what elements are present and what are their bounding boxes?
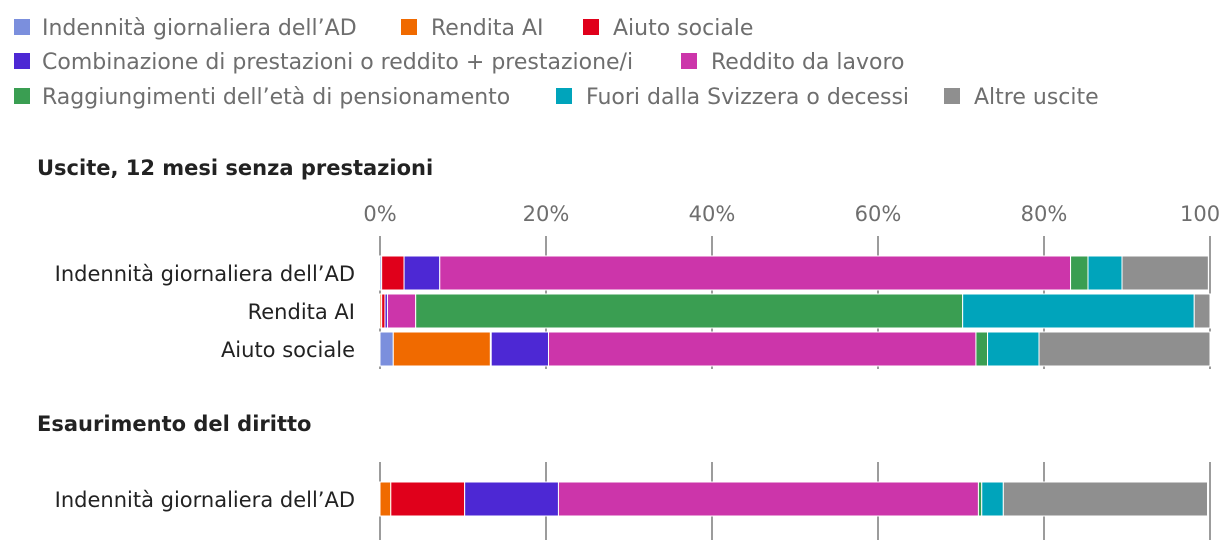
category-label-1-0: Indennità giornaliera dell’AD xyxy=(55,488,355,512)
bar-segment-1-0-6 xyxy=(981,481,1004,517)
legend-label-7: Altre uscite xyxy=(974,85,1099,110)
bar-segment-0-0-6 xyxy=(1087,255,1123,291)
panel-title-0: Uscite, 12 mesi senza prestazioni xyxy=(37,156,433,180)
legend-swatch-7 xyxy=(944,88,960,104)
bar-segment-1-0-2 xyxy=(390,481,466,517)
bar-segment-0-0-7 xyxy=(1121,255,1209,291)
legend-swatch-2 xyxy=(583,19,599,35)
legend-label-6: Fuori dalla Svizzera o decessi xyxy=(586,85,909,110)
legend-label-1: Rendita AI xyxy=(431,16,544,41)
bar-segment-0-1-5 xyxy=(415,293,964,329)
bar-segment-1-0-4 xyxy=(557,481,979,517)
bar-segment-0-2-1 xyxy=(392,331,491,367)
category-label-0-0: Indennità giornaliera dell’AD xyxy=(55,262,355,286)
legend-label-5: Raggiungimenti dell’età di pensionamento xyxy=(42,85,510,110)
legend-swatch-6 xyxy=(556,88,572,104)
bar-segment-1-0-3 xyxy=(464,481,559,517)
legend-swatch-4 xyxy=(681,53,697,69)
x-tick-label-3: 60% xyxy=(855,202,902,226)
bar-segment-0-2-0 xyxy=(379,331,394,367)
bar-segment-1-0-7 xyxy=(1002,481,1209,517)
bar-segment-0-0-5 xyxy=(1070,255,1089,291)
bar-segment-1-0-1 xyxy=(379,481,392,517)
bar-segment-0-2-7 xyxy=(1038,331,1211,367)
legend-swatch-5 xyxy=(14,88,30,104)
category-label-0-2: Aiuto sociale xyxy=(221,338,355,362)
legend-swatch-1 xyxy=(401,19,417,35)
bar-segment-0-2-4 xyxy=(547,331,977,367)
legend-label-3: Combinazione di prestazioni o reddito + … xyxy=(42,50,633,75)
x-tick-label-5: 100% xyxy=(1180,202,1220,226)
legend-label-2: Aiuto sociale xyxy=(613,16,753,41)
bar-segment-0-0-4 xyxy=(439,255,1072,291)
bar-segment-0-0-2 xyxy=(381,255,405,291)
bar-segment-0-1-6 xyxy=(962,293,1195,329)
legend-label-4: Reddito da lavoro xyxy=(711,50,905,75)
bar-segment-0-1-4 xyxy=(386,293,417,329)
legend-label-0: Indennità giornaliera dell’AD xyxy=(42,16,357,41)
x-tick-label-2: 40% xyxy=(689,202,736,226)
legend-swatch-0 xyxy=(14,19,30,35)
category-label-0-1: Rendita AI xyxy=(248,300,355,324)
x-tick-label-0: 0% xyxy=(363,202,396,226)
bar-segment-0-2-3 xyxy=(490,331,549,367)
bar-segment-0-2-6 xyxy=(987,331,1040,367)
bar-segment-0-1-7 xyxy=(1193,293,1211,329)
legend-swatch-3 xyxy=(14,53,30,69)
x-tick-label-1: 20% xyxy=(523,202,570,226)
bar-segment-0-2-5 xyxy=(975,331,989,367)
bar-segment-0-0-3 xyxy=(403,255,441,291)
x-tick-label-4: 80% xyxy=(1021,202,1068,226)
panel-title-1: Esaurimento del diritto xyxy=(37,412,311,436)
